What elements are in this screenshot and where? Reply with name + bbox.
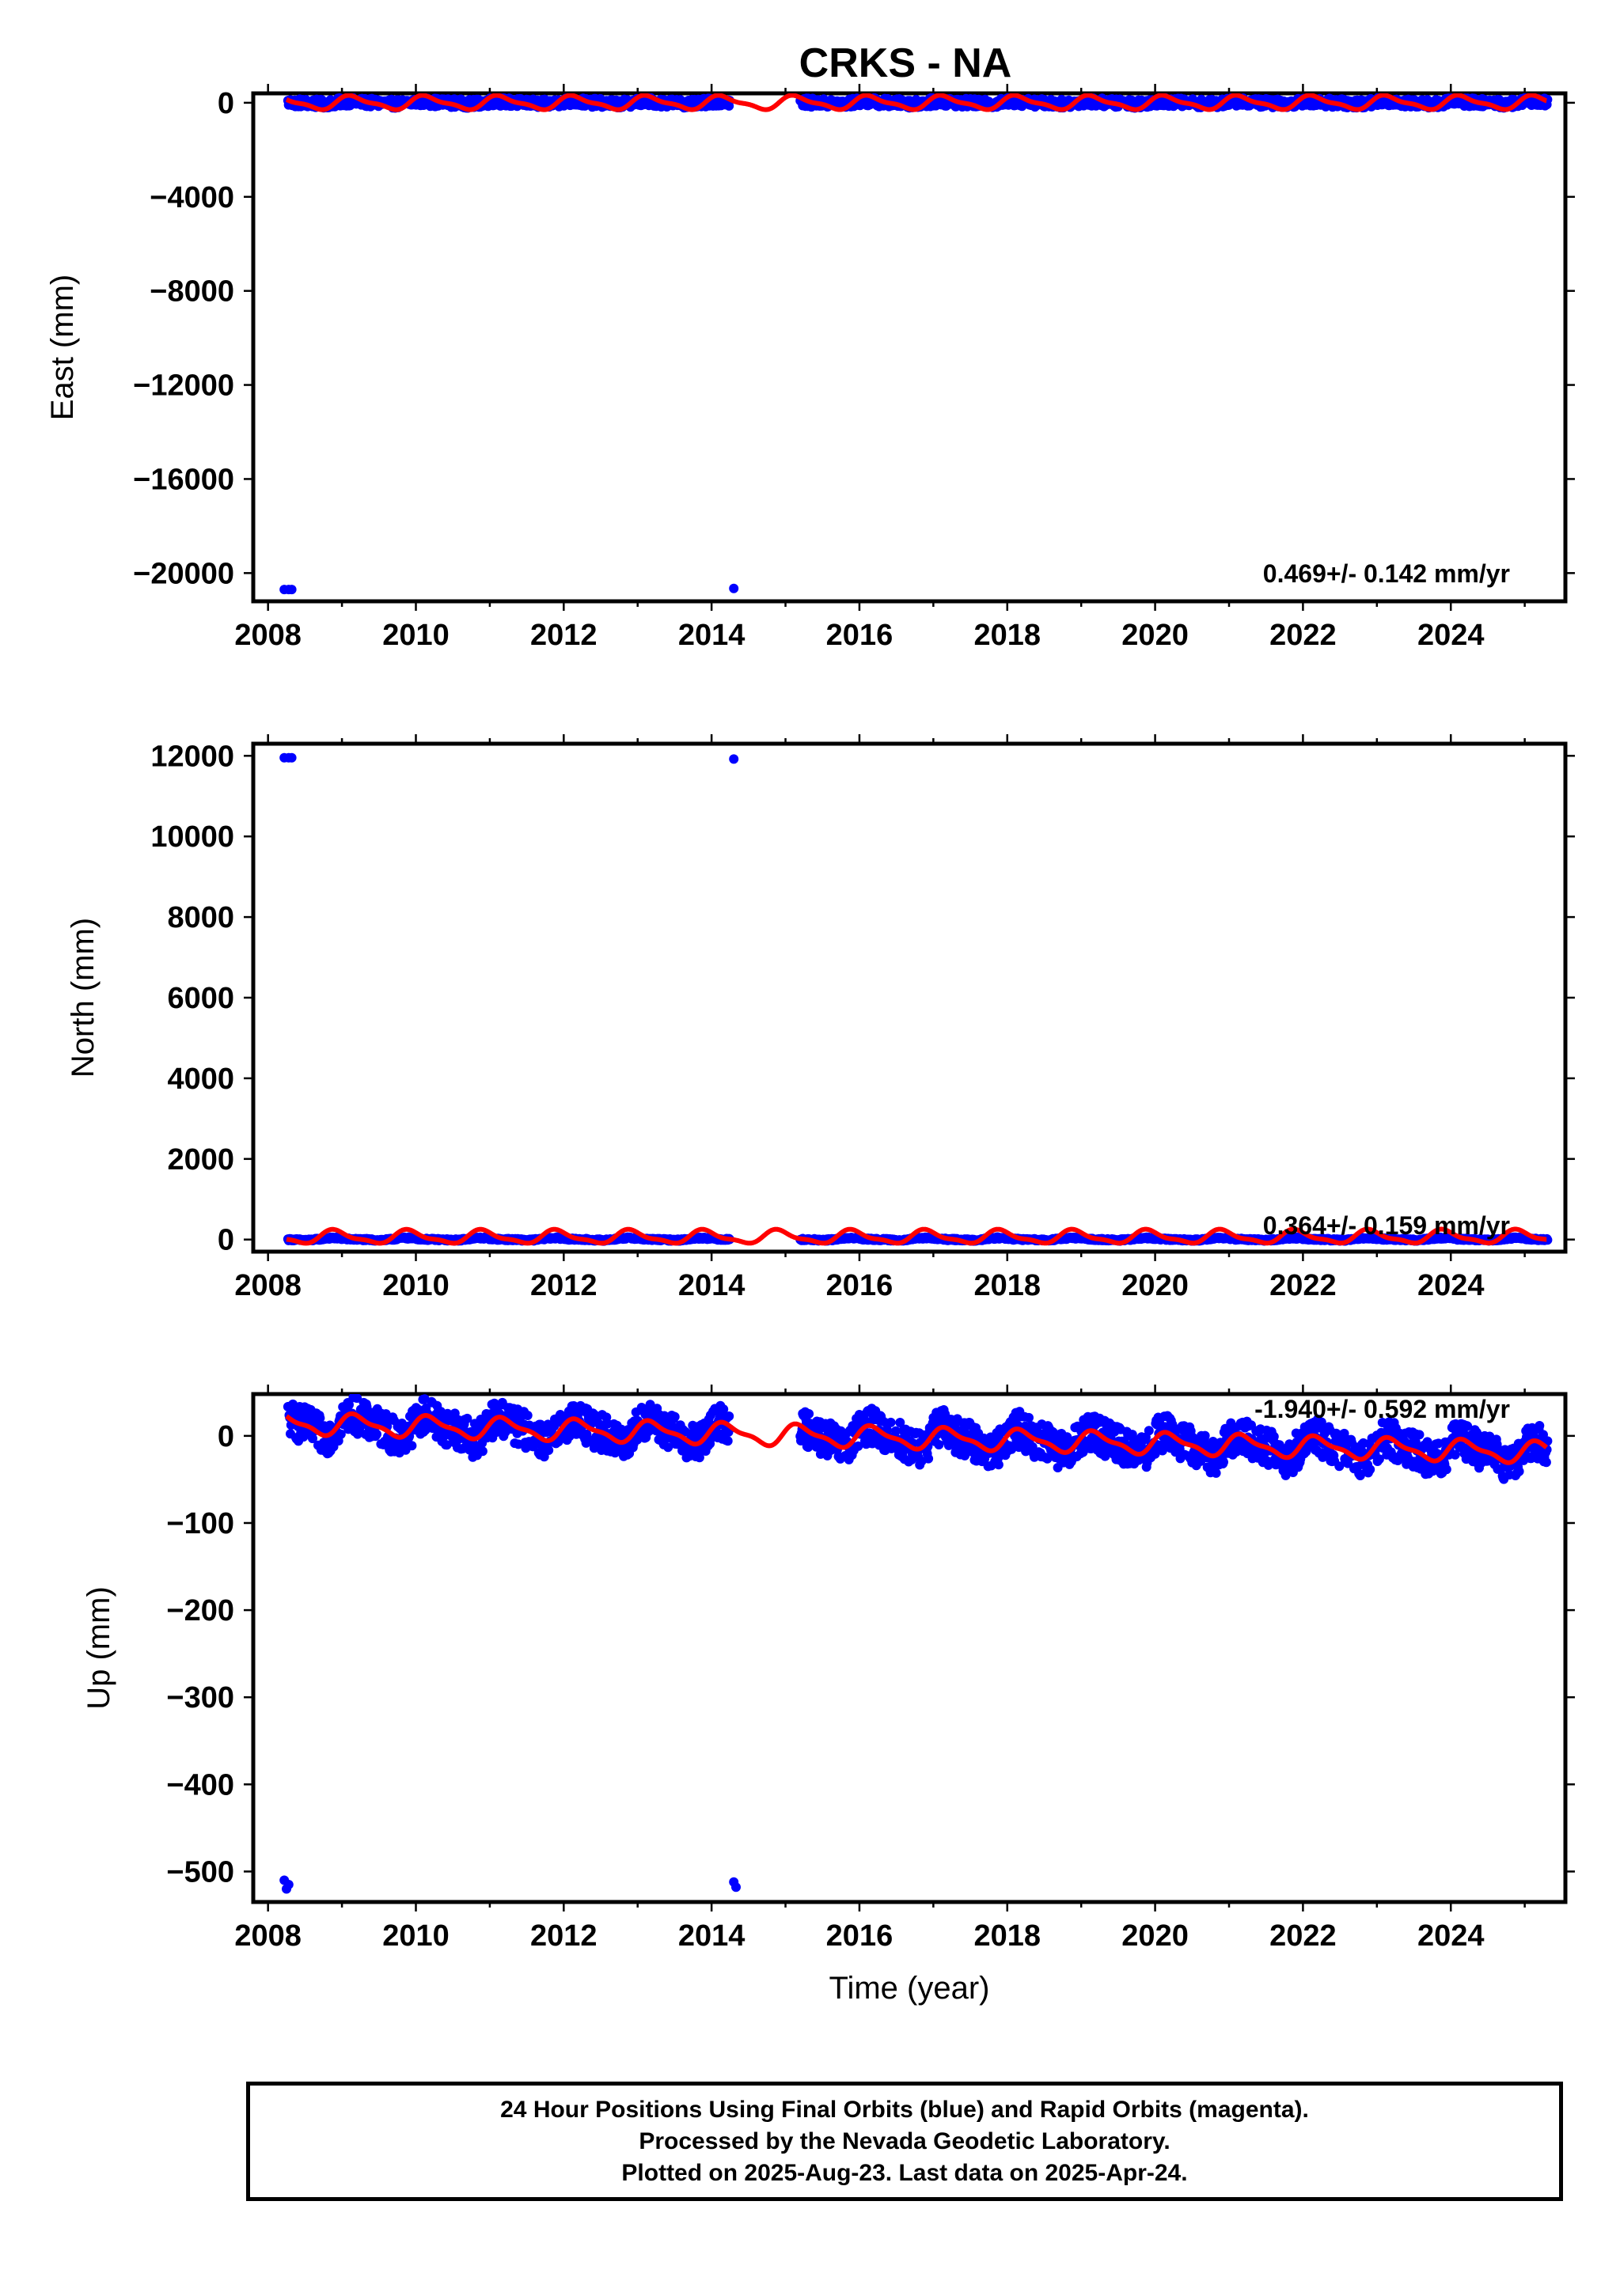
daily-position-point bbox=[407, 1441, 417, 1451]
y-tick-label: −20000 bbox=[133, 557, 234, 590]
y-tick-label: −300 bbox=[166, 1681, 234, 1714]
model-fit-curve bbox=[285, 93, 1547, 112]
north-panel: 2008 2010 2012 2014 2016 2018 2020 2022 2024 0 200… bbox=[66, 734, 1575, 1302]
outlier-point bbox=[286, 752, 297, 763]
y-tick-label: 10000 bbox=[150, 820, 234, 854]
outlier-point bbox=[729, 754, 739, 764]
outlier-point bbox=[286, 585, 297, 595]
north-axis-label: North (mm) bbox=[66, 918, 101, 1078]
x-tick-label: 2024 bbox=[1417, 1919, 1485, 1953]
north-plot-frame bbox=[251, 741, 1568, 1254]
y-tick-label: −4000 bbox=[150, 181, 234, 214]
up-axis-label: Up (mm) bbox=[82, 1586, 116, 1710]
x-tick-label: 2012 bbox=[530, 1919, 598, 1953]
time-axis-label: Time (year) bbox=[829, 1971, 990, 2006]
daily-position-point bbox=[670, 1411, 680, 1422]
x-tick-label: 2020 bbox=[1121, 1269, 1189, 1302]
y-tick-label: −100 bbox=[166, 1507, 234, 1540]
east-plot-frame bbox=[251, 91, 1568, 604]
x-tick-label: 2016 bbox=[826, 1919, 893, 1953]
x-tick-label: 2022 bbox=[1269, 619, 1337, 652]
east-panel: 2008 2010 2012 2014 2016 2018 2020 2022 2024 0 −40… bbox=[45, 84, 1575, 652]
x-tick-label: 2010 bbox=[382, 1919, 450, 1953]
north-rate-label: 0.364+/- 0.159 mm/yr bbox=[1263, 1211, 1510, 1240]
x-tick-label: 2018 bbox=[973, 1919, 1041, 1953]
x-tick-label: 2008 bbox=[234, 619, 302, 652]
y-tick-label: −16000 bbox=[133, 463, 234, 496]
up-data bbox=[279, 1394, 1553, 1894]
y-tick-label: −8000 bbox=[150, 275, 234, 309]
y-tick-label: 6000 bbox=[167, 982, 234, 1015]
y-tick-label: 0 bbox=[218, 1420, 234, 1453]
x-tick-label: 2014 bbox=[678, 619, 746, 652]
x-tick-label: 2016 bbox=[826, 619, 893, 652]
chart-title: CRKS - NA bbox=[799, 40, 1012, 86]
x-tick-label: 2018 bbox=[973, 1269, 1041, 1302]
daily-position-point bbox=[723, 1436, 733, 1446]
x-tick-label: 2012 bbox=[530, 619, 598, 652]
x-tick-label: 2024 bbox=[1417, 619, 1485, 652]
east-data bbox=[279, 93, 1553, 595]
north-data bbox=[279, 752, 1553, 1246]
y-tick-label: 0 bbox=[218, 87, 234, 120]
daily-position-point bbox=[804, 1409, 814, 1419]
x-tick-label: 2018 bbox=[973, 619, 1041, 652]
y-tick-label: −500 bbox=[166, 1855, 234, 1889]
y-tick-label: 2000 bbox=[167, 1143, 234, 1176]
daily-position-point bbox=[372, 1429, 381, 1439]
east-axis-label: East (mm) bbox=[45, 275, 80, 420]
y-tick-label: −12000 bbox=[133, 369, 234, 403]
outlier-point bbox=[729, 583, 739, 593]
x-tick-label: 2016 bbox=[826, 1269, 893, 1302]
x-tick-label: 2012 bbox=[530, 1269, 598, 1302]
daily-position-point bbox=[544, 1445, 554, 1455]
x-tick-label: 2020 bbox=[1121, 1919, 1189, 1953]
y-tick-label: 8000 bbox=[167, 901, 234, 934]
x-tick-label: 2008 bbox=[234, 1919, 302, 1953]
x-tick-label: 2022 bbox=[1269, 1919, 1337, 1953]
y-tick-label: 0 bbox=[218, 1224, 234, 1257]
y-tick-label: −200 bbox=[166, 1594, 234, 1627]
daily-position-point bbox=[724, 1411, 734, 1421]
y-tick-label: 4000 bbox=[167, 1063, 234, 1096]
east-rate-label: 0.469+/- 0.142 mm/yr bbox=[1263, 559, 1510, 588]
y-tick-label: 12000 bbox=[150, 740, 234, 773]
up-panel: 2008 2010 2012 2014 2016 2018 2020 2022 2024 0 −10… bbox=[82, 1385, 1575, 2006]
x-tick-label: 2020 bbox=[1121, 619, 1189, 652]
x-tick-label: 2010 bbox=[382, 619, 450, 652]
y-tick-label: −400 bbox=[166, 1768, 234, 1802]
x-tick-label: 2008 bbox=[234, 1269, 302, 1302]
x-tick-label: 2024 bbox=[1417, 1269, 1485, 1302]
x-tick-label: 2014 bbox=[678, 1269, 746, 1302]
daily-position-point bbox=[522, 1411, 533, 1420]
x-tick-label: 2014 bbox=[678, 1919, 746, 1953]
x-tick-label: 2010 bbox=[382, 1269, 450, 1302]
daily-position-point bbox=[886, 1417, 896, 1427]
daily-position-point bbox=[477, 1446, 488, 1457]
x-tick-label: 2022 bbox=[1269, 1269, 1337, 1302]
